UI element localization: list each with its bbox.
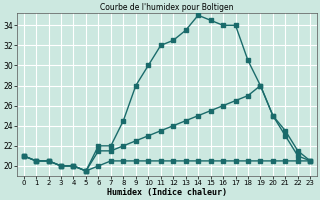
Title: Courbe de l'humidex pour Boltigen: Courbe de l'humidex pour Boltigen bbox=[100, 3, 234, 12]
X-axis label: Humidex (Indice chaleur): Humidex (Indice chaleur) bbox=[107, 188, 227, 197]
